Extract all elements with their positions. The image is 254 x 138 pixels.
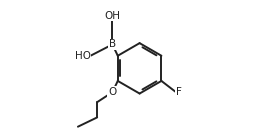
Text: HO: HO: [74, 51, 90, 61]
Text: B: B: [109, 39, 116, 49]
Text: O: O: [108, 87, 117, 97]
Text: OH: OH: [104, 11, 120, 21]
Text: F: F: [176, 87, 182, 97]
